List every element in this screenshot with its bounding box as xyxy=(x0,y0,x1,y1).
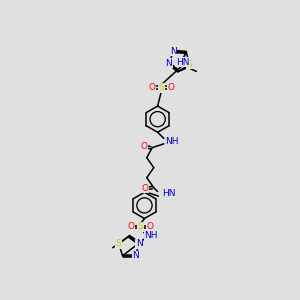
Text: O: O xyxy=(149,83,156,92)
Text: S: S xyxy=(187,60,192,69)
Text: O: O xyxy=(140,142,147,152)
Text: HN: HN xyxy=(162,189,176,198)
Text: O: O xyxy=(128,223,135,232)
Text: N: N xyxy=(132,251,139,260)
Text: N: N xyxy=(136,239,142,248)
Text: O: O xyxy=(167,83,174,92)
Text: S: S xyxy=(159,83,164,92)
Text: O: O xyxy=(146,223,153,232)
Text: O: O xyxy=(142,184,149,193)
Text: S: S xyxy=(138,223,143,232)
Text: S: S xyxy=(116,239,122,248)
Text: N: N xyxy=(170,47,177,56)
Text: NH: NH xyxy=(145,231,158,240)
Text: HN: HN xyxy=(176,58,189,67)
Text: NH: NH xyxy=(165,137,179,146)
Text: N: N xyxy=(165,59,172,68)
